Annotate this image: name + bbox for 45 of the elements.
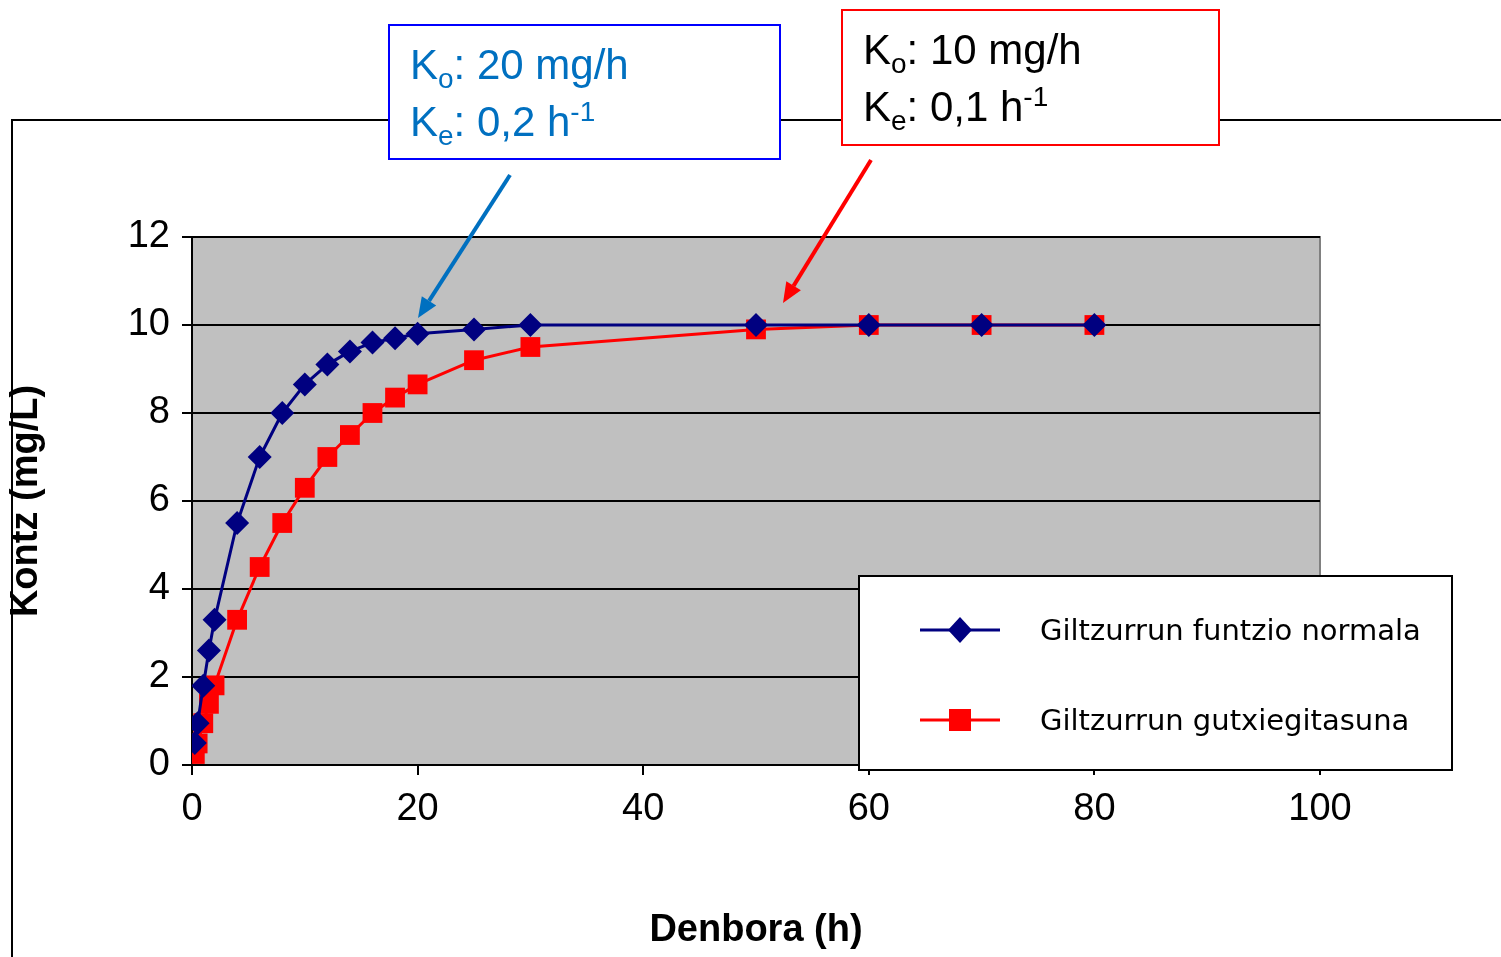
point [315,352,340,377]
y-tick-label: 4 [148,565,170,608]
point [462,317,486,342]
point [294,477,315,498]
text: K$_{o}$: 20 mg/h K$_{e}$: 0,2 h$^{-1}$ [388,24,781,160]
legend-label: Giltzurrun gutxiegitasuna [1040,703,1410,737]
point [317,447,338,467]
point [405,321,430,346]
point [292,372,317,397]
point [270,401,295,425]
y-tick-label: 2 [148,653,170,696]
y-tick-label: 10 [127,301,170,344]
point [744,313,768,337]
point [362,403,383,423]
point [272,513,293,533]
point [247,445,272,469]
point [225,511,250,535]
x-axis-title: Denbora (h) [649,906,863,949]
point [337,339,362,364]
legend-label: Giltzurrun funtzio normala [1040,613,1421,647]
point [520,337,541,357]
x-tick-label: 80 [1073,786,1116,829]
y-tick-label: 12 [127,213,170,256]
point [340,425,360,445]
y-axis-title: Kontz (mg/L) [3,384,46,618]
x-tick-label: 0 [181,786,203,829]
point [227,609,248,630]
x-tick-label: 40 [622,786,665,829]
x-tick-label: 100 [1288,786,1352,829]
point [464,350,484,371]
point [192,673,216,698]
y-tick-label: 6 [148,477,170,520]
y-tick-label: 8 [148,389,170,432]
point [407,374,428,395]
point [196,638,221,663]
point [385,387,405,408]
point [383,326,408,351]
point [202,607,227,632]
x-tick-label: 60 [847,786,890,829]
text: K$_{o}$: 10 mg/h K$_{e}$: 0,1 h$^{-1}$ [841,9,1220,146]
point [518,313,543,337]
y-tick-label: 0 [148,741,170,784]
point [249,557,270,577]
point [360,330,385,355]
x-tick-label: 20 [396,786,439,829]
